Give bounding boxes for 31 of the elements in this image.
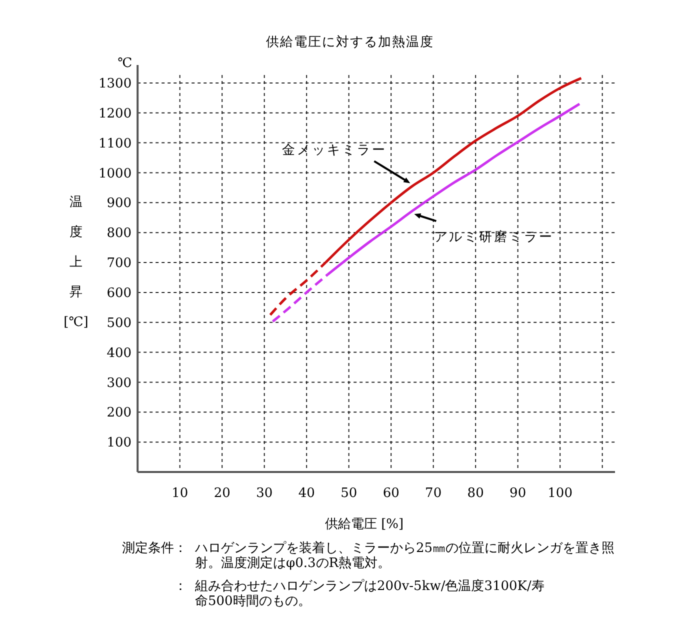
y-tick-label: 900 <box>106 196 132 212</box>
text: ℃ <box>118 56 132 71</box>
x-tick-label: 90 <box>510 486 526 501</box>
text: 測定条件：ハロゲンランプを装着し、ミラーから25㎜の位置に耐火レンガを置き照射。温度測定はφ0.3のR熱電対。 <box>122 540 615 571</box>
x-tick-label: 100 <box>548 486 572 501</box>
x-tick-label: 70 <box>425 486 442 501</box>
text: アルミ研磨ミラー <box>434 230 554 246</box>
x-tick-label: 60 <box>382 486 400 501</box>
text: ：組み合わせたハロゲンランプは200v-5kw/色温度3100K/寿命500時間のもの。 <box>174 578 544 609</box>
y-tick-label: 300 <box>106 376 132 391</box>
y-tick-label: 800 <box>106 226 132 242</box>
x-tick-label: 10 <box>172 486 188 501</box>
text: 金メッキミラー <box>282 143 388 158</box>
x-tick-label: 30 <box>256 486 273 501</box>
y-tick-label: 700 <box>106 256 132 272</box>
chart-title: 供給電圧に対する加熱温度 <box>266 34 434 50</box>
y-tick-label: 200 <box>106 406 132 421</box>
x-tick-label: 80 <box>467 486 484 501</box>
y-tick-label: 1300 <box>98 76 132 92</box>
y-axis-title: 温度上昇[℃] <box>64 195 88 330</box>
x-tick-label: 20 <box>214 486 230 501</box>
x-tick-label: 50 <box>340 486 358 501</box>
y-tick-label: 1200 <box>98 106 132 122</box>
y-tick-label: 100 <box>106 436 132 451</box>
y-tick-label: 1000 <box>98 166 132 182</box>
y-tick-label: 600 <box>106 286 132 301</box>
x-axis-title: 供給電圧 [%] <box>324 517 404 532</box>
y-tick-label: 400 <box>106 346 132 361</box>
x-tick-label: 40 <box>298 486 315 501</box>
y-tick-label: 500 <box>106 316 132 331</box>
y-tick-label: 1100 <box>98 136 132 152</box>
